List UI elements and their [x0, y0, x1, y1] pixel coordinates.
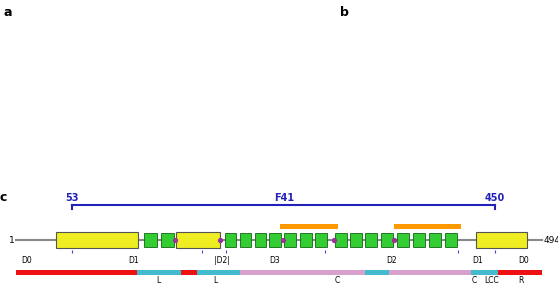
- Bar: [285, 233, 296, 247]
- Text: b: b: [340, 6, 349, 19]
- Text: a: a: [3, 6, 12, 19]
- Bar: [239, 233, 251, 247]
- Text: 1: 1: [9, 236, 15, 245]
- Text: D1: D1: [472, 255, 482, 264]
- Text: C: C: [335, 277, 340, 286]
- Text: 450: 450: [485, 193, 506, 203]
- Text: D1: D1: [128, 255, 138, 264]
- Bar: [300, 233, 312, 247]
- Text: 53: 53: [66, 193, 79, 203]
- Bar: [225, 233, 237, 247]
- Bar: [199, 270, 484, 275]
- Bar: [270, 233, 281, 247]
- Bar: [315, 233, 327, 247]
- Bar: [161, 233, 174, 247]
- Bar: [381, 233, 393, 247]
- Bar: [176, 232, 220, 248]
- Bar: [471, 270, 498, 275]
- Text: c: c: [0, 191, 7, 204]
- Text: R: R: [518, 277, 523, 286]
- Bar: [144, 233, 157, 247]
- Bar: [397, 233, 409, 247]
- Text: D2: D2: [387, 255, 397, 264]
- Bar: [16, 270, 542, 275]
- Bar: [56, 232, 138, 248]
- Bar: [476, 232, 527, 248]
- Text: L: L: [157, 277, 161, 286]
- Text: |D2|: |D2|: [214, 255, 229, 264]
- Text: 494: 494: [543, 236, 558, 245]
- Text: L: L: [213, 277, 217, 286]
- Text: LCC: LCC: [484, 277, 499, 286]
- Bar: [445, 233, 457, 247]
- Bar: [350, 233, 362, 247]
- Bar: [413, 233, 425, 247]
- Bar: [394, 224, 461, 229]
- Bar: [280, 224, 338, 229]
- Bar: [429, 233, 441, 247]
- Bar: [197, 270, 239, 275]
- Bar: [365, 270, 389, 275]
- Text: D0: D0: [518, 255, 530, 264]
- Text: D0: D0: [21, 255, 32, 264]
- Text: D3: D3: [270, 255, 280, 264]
- Text: F41: F41: [274, 193, 294, 203]
- Text: C: C: [472, 277, 477, 286]
- Bar: [137, 270, 181, 275]
- Bar: [365, 233, 377, 247]
- Bar: [254, 233, 266, 247]
- Bar: [335, 233, 347, 247]
